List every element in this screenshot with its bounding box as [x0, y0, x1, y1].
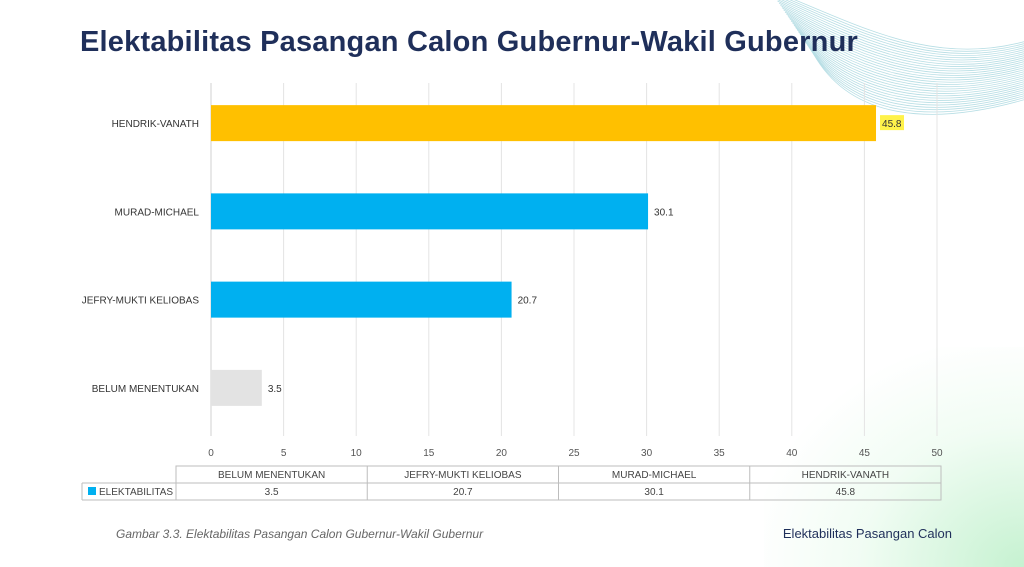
value-label: 45.8: [882, 119, 902, 130]
data-table-header: JEFRY-MUKTI KELIOBAS: [404, 470, 522, 481]
page-title: Elektabilitas Pasangan Calon Gubernur-Wa…: [80, 26, 858, 58]
x-tick-label: 15: [423, 448, 435, 459]
x-tick-label: 40: [786, 448, 798, 459]
footer-label: Elektabilitas Pasangan Calon: [782, 526, 952, 541]
bar: [211, 105, 877, 142]
bar: [211, 369, 262, 406]
value-label: 20.7: [518, 296, 538, 307]
x-tick-label: 30: [641, 448, 653, 459]
x-tick-label: 35: [714, 448, 726, 459]
data-table-value: 30.1: [644, 487, 664, 498]
category-label: BELUM MENENTUKAN: [92, 384, 199, 395]
figure-caption: Gambar 3.3. Elektabilitas Pasangan Calon…: [116, 527, 484, 541]
data-table-value: 3.5: [265, 487, 279, 498]
data-table-header: BELUM MENENTUKAN: [218, 470, 325, 481]
bar: [211, 193, 649, 230]
x-tick-label: 45: [859, 448, 871, 459]
value-label-highlight: [880, 115, 905, 131]
x-tick-label: 10: [351, 448, 363, 459]
x-tick-label: 50: [931, 448, 943, 459]
value-label: 30.1: [654, 207, 674, 218]
x-tick-label: 0: [208, 448, 214, 459]
category-label: MURAD-MICHAEL: [115, 207, 200, 218]
data-table-value: 20.7: [453, 487, 473, 498]
corner-decoration: [764, 347, 1024, 567]
legend-swatch: [88, 487, 96, 495]
category-label: JEFRY-MUKTI KELIOBAS: [82, 296, 200, 307]
value-label: 3.5: [268, 384, 282, 395]
data-table-header: HENDRIK-VANATH: [802, 470, 889, 481]
x-tick-label: 5: [281, 448, 287, 459]
data-table-row-label: ELEKTABILITAS: [99, 487, 173, 498]
x-tick-label: 25: [568, 448, 580, 459]
bar: [211, 281, 512, 318]
data-table-header: MURAD-MICHAEL: [612, 470, 697, 481]
x-tick-label: 20: [496, 448, 508, 459]
category-label: HENDRIK-VANATH: [112, 119, 199, 130]
data-table-value: 45.8: [836, 487, 856, 498]
